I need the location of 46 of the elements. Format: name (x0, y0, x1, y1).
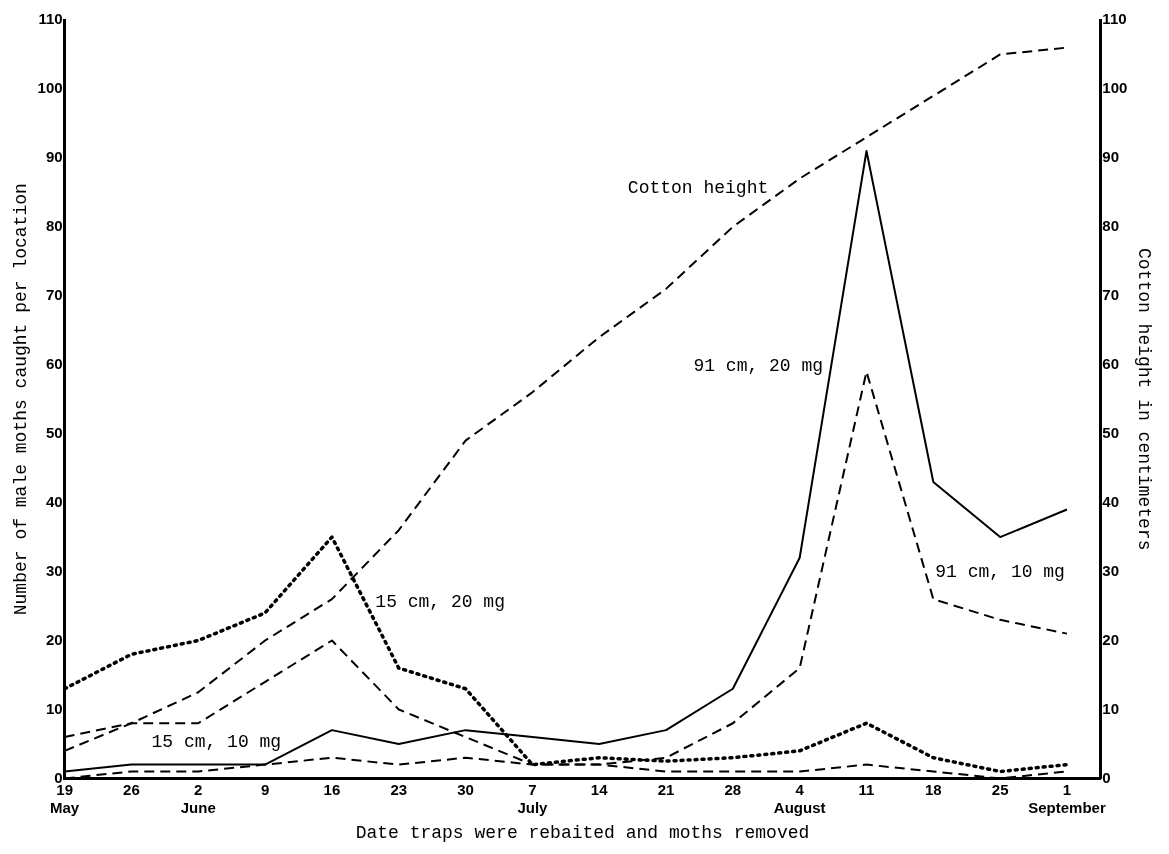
y-tick-label: 70 (45, 285, 63, 303)
x-tick-label: 7 July (517, 780, 549, 816)
y-tick-label: 110 (38, 10, 63, 28)
x-tick-label: 2 June (180, 780, 216, 816)
y2-tick-label: 60 (1102, 354, 1120, 372)
y2-tick-label: 110 (1102, 10, 1127, 28)
series-label: 91 cm, 20 mg (693, 356, 824, 377)
series-label: 15 cm, 20 mg (375, 592, 505, 613)
x-tick-label: 23 (390, 780, 408, 798)
y-tick-label: 90 (45, 148, 63, 166)
y2-tick-label: 90 (1102, 148, 1120, 166)
y2-tick-label: 0 (1102, 768, 1111, 786)
x-tick-label: 26 (123, 780, 140, 798)
x-tick-label: 18 (924, 780, 942, 798)
x-tick-label: 4 August (773, 780, 826, 816)
y-tick-label: 50 (45, 423, 63, 441)
series-label: Cotton height (627, 177, 769, 198)
y-tick-label: 60 (45, 354, 63, 372)
series-label: 91 cm, 10 mg (935, 561, 1065, 582)
x-tick-label: 14 (590, 780, 609, 798)
x-tick-label: 9 (260, 780, 270, 798)
x-tick-label: 11 (858, 780, 875, 798)
y-tick-label: 0 (54, 768, 63, 786)
y2-tick-label: 10 (1102, 699, 1120, 717)
x-tick-label: 21 (657, 780, 675, 798)
y2-tick-label: 50 (1102, 423, 1120, 441)
y2-tick-label: 20 (1102, 630, 1120, 648)
y-axis-title: Number of male moths caught per location (10, 183, 31, 616)
x-axis-title: Date traps were rebaited and moths removed (355, 822, 810, 843)
x-tick-label: 28 (724, 780, 742, 798)
y2-tick-label: 80 (1102, 216, 1120, 234)
x-tick-label: 16 (323, 780, 341, 798)
y-tick-label: 20 (45, 630, 63, 648)
y2-tick-label: 40 (1102, 492, 1120, 510)
y-tick-label: 30 (45, 561, 63, 579)
y-tick-label: 80 (45, 216, 63, 234)
y2-axis-title: Cotton height in centimeters (1134, 247, 1155, 551)
x-tick-label: 30 (457, 780, 474, 798)
y2-tick-label: 30 (1102, 561, 1120, 579)
y-tick-label: 100 (37, 79, 63, 97)
y-tick-label: 10 (45, 699, 63, 717)
y-tick-label: 40 (45, 492, 63, 510)
x-tick-label: 25 (991, 780, 1009, 798)
y2-tick-label: 70 (1102, 285, 1120, 303)
y2-tick-label: 100 (1102, 79, 1128, 97)
series-label: 15 cm, 10 mg (151, 732, 282, 753)
